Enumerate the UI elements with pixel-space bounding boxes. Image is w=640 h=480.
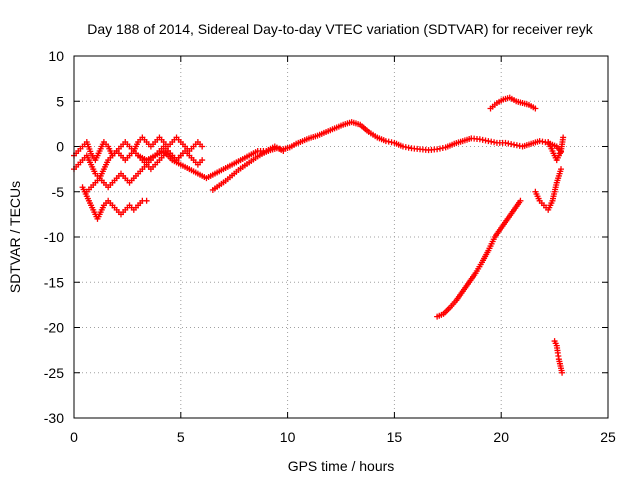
y-tick-label: 10 [48, 48, 64, 64]
data-point [560, 134, 567, 141]
x-tick-label: 25 [600, 429, 616, 445]
y-axis-label: SDTVAR / TECUs [7, 181, 23, 293]
series-trace-f [209, 119, 565, 193]
data-point [532, 105, 539, 112]
x-tick-label: 15 [387, 429, 403, 445]
plot-frame [73, 55, 609, 419]
x-tick-label: 5 [177, 429, 185, 445]
y-tick-label: -5 [52, 184, 65, 200]
x-tick-label: 10 [280, 429, 296, 445]
x-axis-label: GPS time / hours [288, 458, 395, 474]
series-trace-a [71, 134, 206, 164]
x-tick-label: 0 [70, 429, 78, 445]
series-trace-h [487, 94, 539, 112]
series-trace-k [551, 338, 566, 376]
data-point [517, 197, 524, 204]
chart-title: Day 188 of 2014, Sidereal Day-to-day VTE… [87, 21, 593, 37]
y-tick-label: -20 [44, 320, 64, 336]
series-trace-d [79, 184, 150, 222]
data-point [199, 157, 206, 164]
data-point [558, 166, 565, 173]
data-point [199, 143, 206, 150]
series-trace-g [434, 197, 524, 320]
y-tick-label: 0 [56, 139, 64, 155]
series-trace-i [532, 166, 565, 213]
grid [74, 56, 608, 418]
y-tick-label: 5 [56, 93, 64, 109]
data-point [143, 197, 150, 204]
y-tick-label: -25 [44, 365, 64, 381]
y-tick-label: -15 [44, 274, 64, 290]
series-trace-j [545, 134, 567, 164]
axes: 0 5 10 15 20 25 10 5 0 -5 -10 -15 -20 -25 -30 [44, 48, 616, 445]
x-tick-label: 20 [493, 429, 509, 445]
y-tick-label: -10 [44, 229, 64, 245]
y-tick-label: -30 [44, 410, 64, 426]
data-point [559, 369, 566, 376]
data-marks [71, 94, 567, 376]
